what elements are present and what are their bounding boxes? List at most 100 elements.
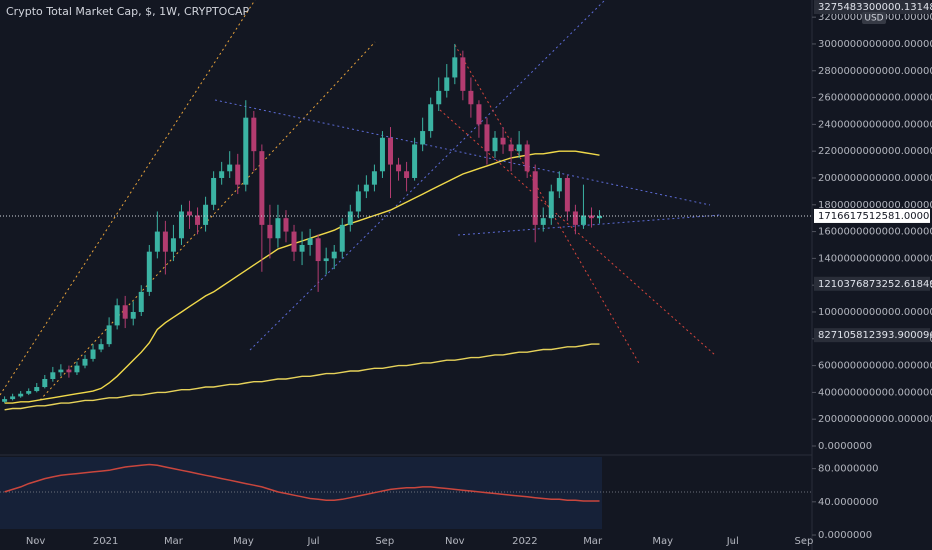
candle-body xyxy=(26,391,32,394)
candle-body xyxy=(162,231,168,252)
trendline xyxy=(249,0,606,351)
x-tick-label: May xyxy=(652,536,673,547)
candle-body xyxy=(98,344,104,350)
level-label: 3275483300000.1314816 xyxy=(818,2,932,13)
x-tick-label: 2021 xyxy=(93,536,118,547)
candle-body xyxy=(122,305,128,319)
y-tick-label: 0.0000000 xyxy=(818,530,872,541)
candle-body xyxy=(66,369,72,373)
candle-body xyxy=(444,77,450,91)
candle-body xyxy=(267,224,273,239)
candle-body xyxy=(307,238,313,245)
candle-body xyxy=(580,215,586,225)
candle-body xyxy=(564,177,570,212)
candle-body xyxy=(500,137,506,145)
level-box xyxy=(814,328,930,343)
candle-body xyxy=(18,393,24,397)
candle-body xyxy=(420,131,426,145)
x-tick-label: Nov xyxy=(26,536,46,547)
y-tick-label: 2600000000000.0000000 xyxy=(818,93,932,104)
y-tick-label: 0.0000000 xyxy=(818,441,872,452)
candle-body xyxy=(10,396,16,400)
candle-body xyxy=(597,215,603,219)
candle-body xyxy=(146,251,152,292)
y-tick-label: 3000000000000.0000000 xyxy=(818,39,932,50)
y-tick-label: 2800000000000.0000000 xyxy=(818,66,932,77)
x-tick-label: Sep xyxy=(375,536,394,547)
candle-body xyxy=(396,164,402,172)
y-tick-label: 1600000000000.0000000 xyxy=(818,227,932,238)
chart-title: Crypto Total Market Cap, $, 1W, CRYPTOCA… xyxy=(6,5,250,18)
moving-average xyxy=(4,343,600,411)
oscillator-line xyxy=(4,463,600,502)
x-tick-label: Sep xyxy=(795,536,814,547)
candle-body xyxy=(219,171,225,178)
candle-body xyxy=(339,224,345,252)
candle-body xyxy=(436,90,442,105)
currency-badge-box xyxy=(862,12,886,24)
candle-body xyxy=(187,211,193,216)
candle-body xyxy=(114,305,120,326)
candle-body xyxy=(227,164,233,172)
candle-body xyxy=(548,191,554,219)
candle-body xyxy=(428,104,434,132)
y-tick-label: 2000000000000.0000000 xyxy=(818,173,932,184)
candle-body xyxy=(259,151,265,225)
candle-body xyxy=(468,90,474,105)
candle-body xyxy=(532,171,538,225)
candle-body xyxy=(74,365,80,373)
candle-body xyxy=(476,104,482,125)
trendline xyxy=(0,0,256,396)
candle-body xyxy=(540,218,546,225)
level-label: 827105812393.9000960 xyxy=(818,330,932,341)
candle-body xyxy=(484,124,490,152)
currency-badge: USD xyxy=(864,14,883,24)
candle-body xyxy=(404,171,410,178)
candle-body xyxy=(524,144,530,172)
x-tick-label: Nov xyxy=(445,536,465,547)
level-box xyxy=(814,276,930,291)
candle-body xyxy=(331,251,337,259)
candle-body xyxy=(211,177,217,205)
candle-body xyxy=(82,358,88,366)
candle-body xyxy=(291,231,297,252)
candle-body xyxy=(251,117,257,152)
candle-body xyxy=(371,171,377,185)
oscillator-band xyxy=(0,457,602,529)
candle-body xyxy=(235,164,241,185)
candle-body xyxy=(387,137,393,165)
candle-body xyxy=(154,231,160,252)
level-label: 1210376873252.6184960 xyxy=(818,279,932,290)
candle-body xyxy=(2,399,8,402)
candle-body xyxy=(355,191,361,212)
y-tick-label: 2400000000000.0000000 xyxy=(818,119,932,130)
candle-body xyxy=(130,311,136,319)
candle-body xyxy=(283,218,289,232)
candle-body xyxy=(508,144,514,152)
candle-body xyxy=(203,204,209,225)
candle-body xyxy=(452,57,458,78)
candle-body xyxy=(323,258,329,262)
x-tick-label: May xyxy=(233,536,254,547)
y-tick-label: 1400000000000.0000000 xyxy=(818,253,932,264)
y-tick-label: 1000000000000.0000000 xyxy=(818,307,932,318)
candle-body xyxy=(243,117,249,185)
candle-body xyxy=(379,137,385,172)
last-price-box xyxy=(814,208,930,223)
last-price-label: 1716617512581.0000000 xyxy=(818,211,932,222)
candle-body xyxy=(90,349,96,359)
trendline xyxy=(457,214,721,236)
level-box xyxy=(814,0,930,15)
x-tick-label: Mar xyxy=(164,536,184,547)
candle-body xyxy=(363,184,369,192)
candle-body xyxy=(572,211,578,225)
candle-body xyxy=(34,387,40,392)
candle-body xyxy=(58,369,64,373)
candle-body xyxy=(275,218,281,239)
candle-body xyxy=(516,144,522,152)
y-tick-label: 400000000000.0000000 xyxy=(818,387,932,398)
candle-body xyxy=(492,137,498,152)
x-tick-label: Jul xyxy=(307,536,320,547)
candle-body xyxy=(42,378,48,388)
